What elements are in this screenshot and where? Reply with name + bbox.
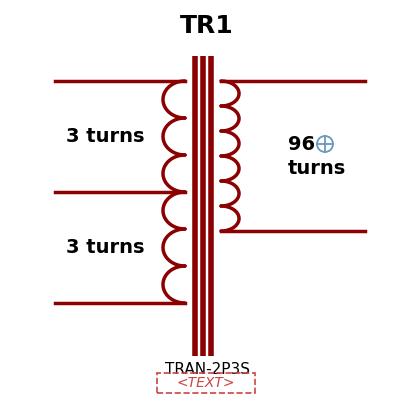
Text: 3 turns: 3 turns <box>66 238 144 257</box>
Text: TRAN-2P3S: TRAN-2P3S <box>164 362 249 376</box>
Text: turns: turns <box>288 159 346 178</box>
Text: 96: 96 <box>288 134 315 153</box>
Text: <TEXT>: <TEXT> <box>177 376 235 390</box>
Text: 3 turns: 3 turns <box>66 127 144 146</box>
Text: TR1: TR1 <box>180 14 234 38</box>
